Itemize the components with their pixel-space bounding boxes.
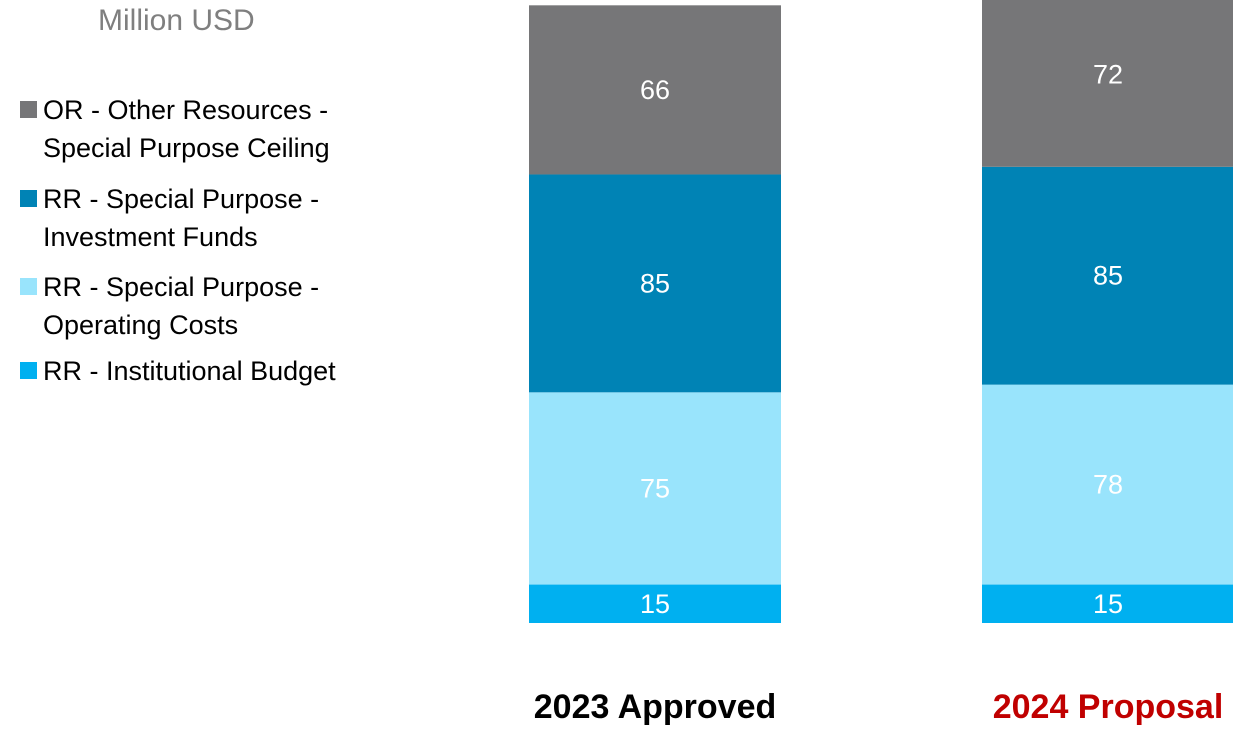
- legend-label-other-resources: OR - Other Resources - Special Purpose C…: [43, 95, 330, 163]
- bar-segment-or-other-resources-special-purpose-ceiling-2: [982, 0, 1233, 167]
- bar-segment-rr-institutional-budget-2: [982, 584, 1233, 623]
- data-label-rr-institutional-budget-1: 15: [640, 589, 670, 619]
- legend-label-institutional-budget: RR - Institutional Budget: [43, 356, 336, 386]
- data-label-rr-special-purpose-operating-costs-2: 78: [1093, 470, 1123, 500]
- bar-segment-rr-special-purpose-investment-funds-2: [982, 166, 1233, 385]
- category-label-1: 2023 Approved: [534, 688, 777, 726]
- category-label-2: 2024 Proposal: [993, 688, 1224, 726]
- legend-swatch-operating-costs: [20, 278, 37, 295]
- legend-swatch-institutional-budget: [20, 362, 37, 379]
- legend-label-investment-funds: RR - Special Purpose - Investment Funds: [43, 184, 320, 252]
- data-label-or-other-resources-special-purpose-ceiling-1: 66: [640, 75, 670, 105]
- data-label-rr-special-purpose-operating-costs-1: 75: [640, 473, 670, 503]
- bar-segment-or-other-resources-special-purpose-ceiling-1: [529, 5, 781, 175]
- bar-segment-rr-institutional-budget-1: [529, 584, 781, 623]
- data-label-rr-special-purpose-investment-funds-2: 85: [1093, 261, 1123, 291]
- bar-segment-rr-special-purpose-operating-costs-1: [529, 392, 781, 585]
- unit-label: Million USD: [98, 4, 255, 37]
- bar-segment-rr-special-purpose-operating-costs-2: [982, 384, 1233, 585]
- legend-swatch-investment-funds: [20, 190, 37, 207]
- data-label-rr-special-purpose-investment-funds-1: 85: [640, 268, 670, 298]
- data-label-or-other-resources-special-purpose-ceiling-2: 72: [1093, 60, 1123, 90]
- bar-segment-rr-special-purpose-investment-funds-1: [529, 174, 781, 393]
- legend-label-operating-costs: RR - Special Purpose - Operating Costs: [43, 272, 320, 340]
- legend-swatch-other-resources: [20, 101, 37, 118]
- data-label-rr-institutional-budget-2: 15: [1093, 589, 1123, 619]
